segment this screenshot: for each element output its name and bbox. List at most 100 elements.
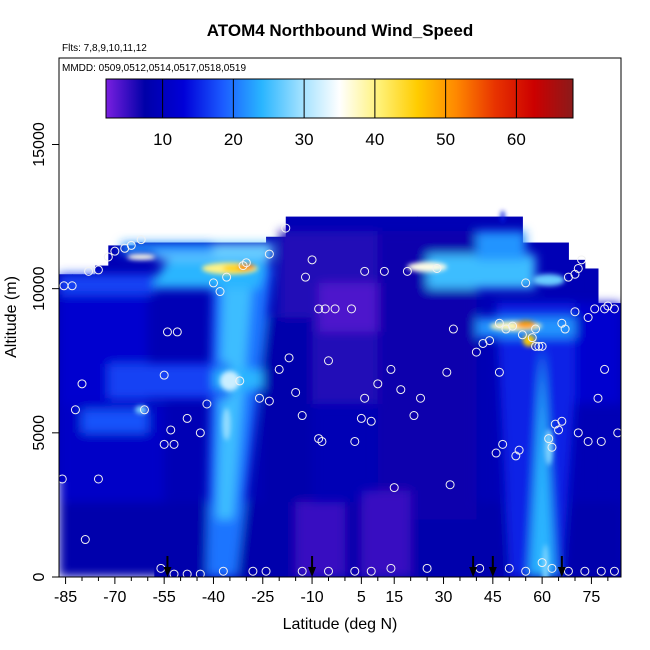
sample-point [442, 367, 452, 377]
sample-point [59, 474, 67, 484]
sample-point [195, 569, 205, 577]
sample-point [215, 287, 225, 297]
sample-point [494, 318, 504, 328]
sample-point [498, 439, 508, 449]
sample-point [527, 333, 537, 343]
sample-point [422, 563, 432, 573]
colorbar-tick-label: 30 [295, 130, 314, 149]
y-tick-label: 0 [31, 572, 48, 581]
sample-point [320, 304, 330, 314]
arrow-head [488, 567, 497, 577]
sample-point [537, 558, 547, 568]
jet-core [135, 405, 148, 414]
sample-point [300, 272, 310, 282]
field-band [476, 231, 526, 260]
colorbar-tick-label: 20 [224, 130, 243, 149]
sample-point [560, 324, 570, 334]
sample-point [77, 379, 87, 389]
turnaround-arrow [488, 556, 497, 577]
sample-point [80, 535, 90, 545]
sample-point [169, 439, 179, 449]
colorbar-tick-label: 10 [153, 130, 172, 149]
colorbar-tick-label: 50 [436, 130, 455, 149]
flights-note: Flts: 7,8,9,10,11,12 [62, 43, 147, 54]
sample-point [445, 480, 455, 490]
field-band [82, 409, 148, 433]
sample-point [563, 566, 573, 576]
field-band [59, 274, 155, 295]
x-tick-label: -10 [301, 589, 324, 606]
sample-point [491, 448, 501, 458]
x-tick-label: 75 [583, 589, 601, 606]
sample-point [521, 566, 531, 576]
sample-point [110, 246, 120, 256]
x-tick-label: -85 [54, 589, 77, 606]
sample-point [284, 353, 294, 363]
colorbar: 10 20 30 40 50 60 [105, 78, 574, 149]
sample-point [396, 385, 406, 395]
sample-point [323, 566, 333, 576]
sample-point [402, 266, 412, 276]
sample-point [547, 442, 557, 452]
y-axis-label: Altitude (m) [3, 276, 20, 358]
tropical-calm-core [318, 282, 378, 332]
sample-point [159, 370, 169, 380]
sample-point [386, 364, 396, 374]
x-tick-label: -70 [103, 589, 126, 606]
sample-point [521, 278, 531, 288]
sample-point [379, 266, 389, 276]
sample-point [218, 566, 228, 576]
sample-point [248, 566, 258, 576]
flight-apex [500, 210, 505, 223]
sample-point [254, 393, 264, 403]
sample-point [448, 324, 458, 334]
sample-point [494, 367, 504, 377]
sample-point [508, 321, 518, 331]
sample-point [172, 327, 182, 337]
sample-point [485, 336, 495, 346]
sample-point [531, 341, 541, 351]
turnaround-arrow [557, 556, 566, 577]
y-tick-label: 15000 [31, 122, 48, 167]
sample-point [330, 304, 340, 314]
sample-point [195, 428, 205, 438]
sample-point [557, 416, 567, 426]
x-tick-label: 45 [484, 589, 502, 606]
x-axis-label: Latitude (deg N) [283, 616, 398, 633]
sample-point [609, 304, 619, 314]
jet-core [219, 370, 240, 391]
turnaround-markers [163, 556, 566, 577]
sample-point [593, 393, 603, 403]
sample-point [600, 364, 610, 374]
sample-point [554, 425, 564, 435]
sample-point [159, 439, 169, 449]
dates-note: MMDD: 0509,0512,0514,0517,0518,0519 [62, 63, 246, 74]
sample-point [264, 396, 274, 406]
sample-point [600, 304, 610, 314]
field-wedge [216, 274, 253, 520]
sample-point [583, 313, 593, 322]
sample-point [596, 566, 606, 576]
sample-point [323, 356, 333, 366]
sample-point [93, 265, 103, 275]
sample-point [261, 566, 271, 576]
heatmap-field [59, 210, 621, 577]
sample-point [202, 399, 212, 409]
jet-core [515, 320, 536, 329]
sample-point [297, 566, 307, 576]
sample-point [314, 304, 324, 314]
sample-point [347, 304, 357, 314]
jet-core [127, 253, 156, 260]
field-band [361, 490, 411, 577]
arrow-head [308, 567, 317, 577]
turnaround-arrow [469, 556, 478, 577]
turnaround-arrow [163, 556, 172, 577]
sample-point [139, 405, 149, 415]
sample-point [162, 327, 172, 337]
colorbar-tick-label: 60 [507, 130, 526, 149]
field-band [121, 242, 214, 255]
sample-point [70, 405, 80, 415]
sample-point [531, 324, 541, 334]
x-tick-label: 5 [357, 589, 366, 606]
